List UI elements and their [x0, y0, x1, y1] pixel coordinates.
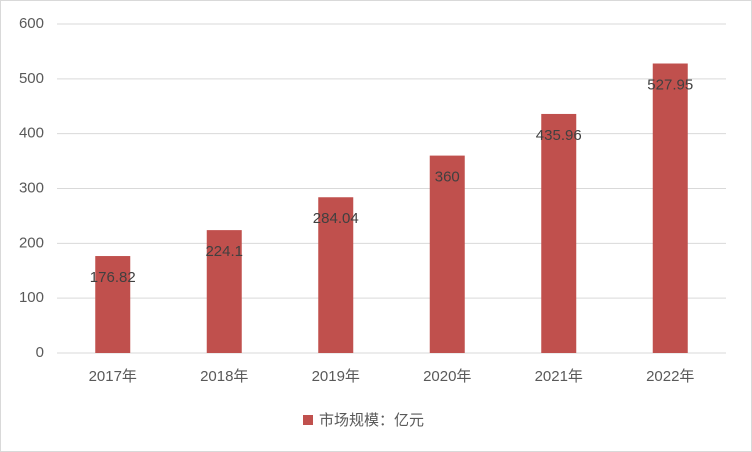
data-label: 176.82: [90, 269, 136, 286]
bar: [206, 230, 242, 353]
x-tick-label: 2020年: [423, 368, 471, 385]
y-tick-label: 600: [19, 15, 44, 32]
bar: [541, 113, 577, 353]
x-tick-label: 2021年: [535, 368, 583, 385]
x-tick-label: 2018年: [200, 368, 248, 385]
y-tick-label: 500: [19, 70, 44, 87]
y-tick-label: 300: [19, 179, 44, 196]
bar: [95, 256, 131, 353]
legend-swatch: [303, 415, 313, 425]
y-tick-label: 0: [36, 344, 44, 361]
bar: [652, 63, 688, 353]
x-tick-label: 2022年: [646, 368, 694, 385]
y-tick-label: 200: [19, 234, 44, 251]
y-tick-label: 100: [19, 289, 44, 306]
bar: [429, 155, 465, 353]
data-label: 224.1: [205, 243, 243, 260]
legend-label: 市场规模：亿元: [319, 412, 424, 429]
data-label: 527.95: [647, 76, 693, 93]
data-label: 284.04: [313, 210, 359, 227]
y-tick-label: 400: [19, 125, 44, 142]
data-label: 360: [435, 169, 460, 186]
bar: [318, 197, 354, 353]
x-tick-label: 2019年: [312, 368, 360, 385]
data-label: 435.96: [536, 127, 582, 144]
x-tick-label: 2017年: [89, 368, 137, 385]
